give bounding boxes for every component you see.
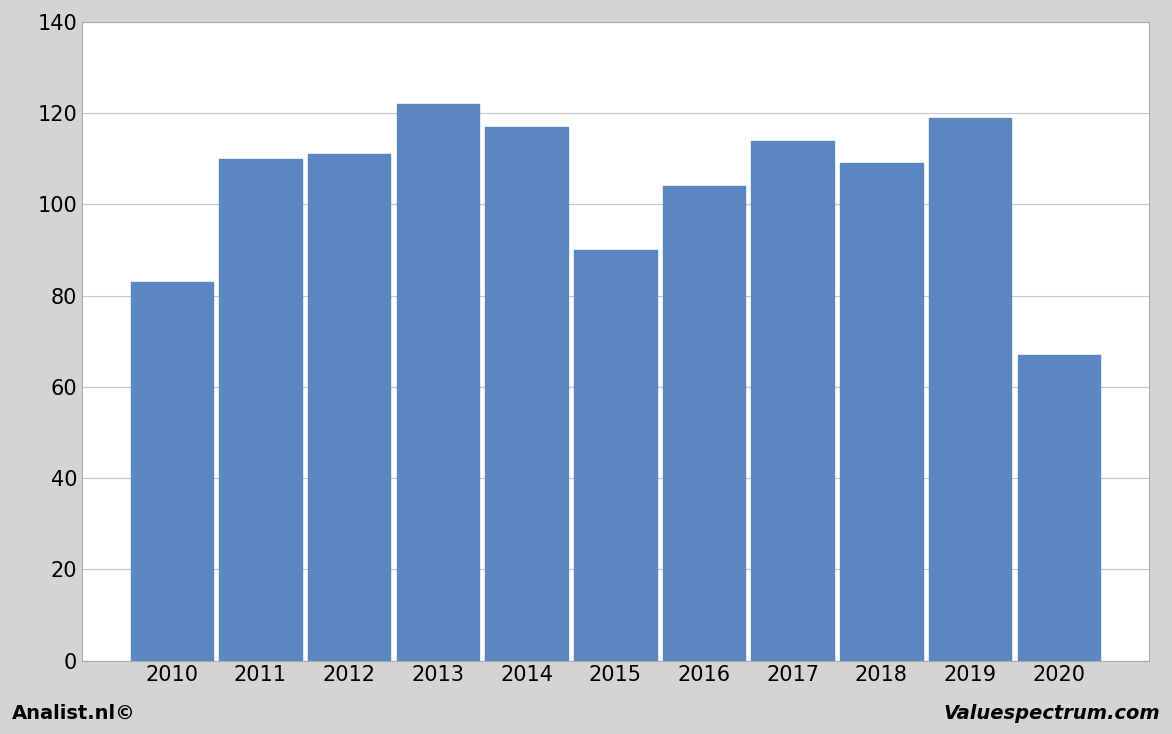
Bar bbox=[130, 282, 213, 661]
Bar bbox=[662, 186, 745, 661]
Bar bbox=[929, 117, 1011, 661]
Bar bbox=[840, 164, 922, 661]
Bar bbox=[219, 159, 301, 661]
Bar bbox=[751, 141, 834, 661]
Text: Analist.nl©: Analist.nl© bbox=[12, 704, 136, 723]
Bar bbox=[396, 104, 479, 661]
Text: Valuespectrum.com: Valuespectrum.com bbox=[943, 704, 1160, 723]
Bar bbox=[485, 127, 568, 661]
Bar bbox=[574, 250, 656, 661]
Bar bbox=[308, 154, 390, 661]
Bar bbox=[1017, 355, 1101, 661]
